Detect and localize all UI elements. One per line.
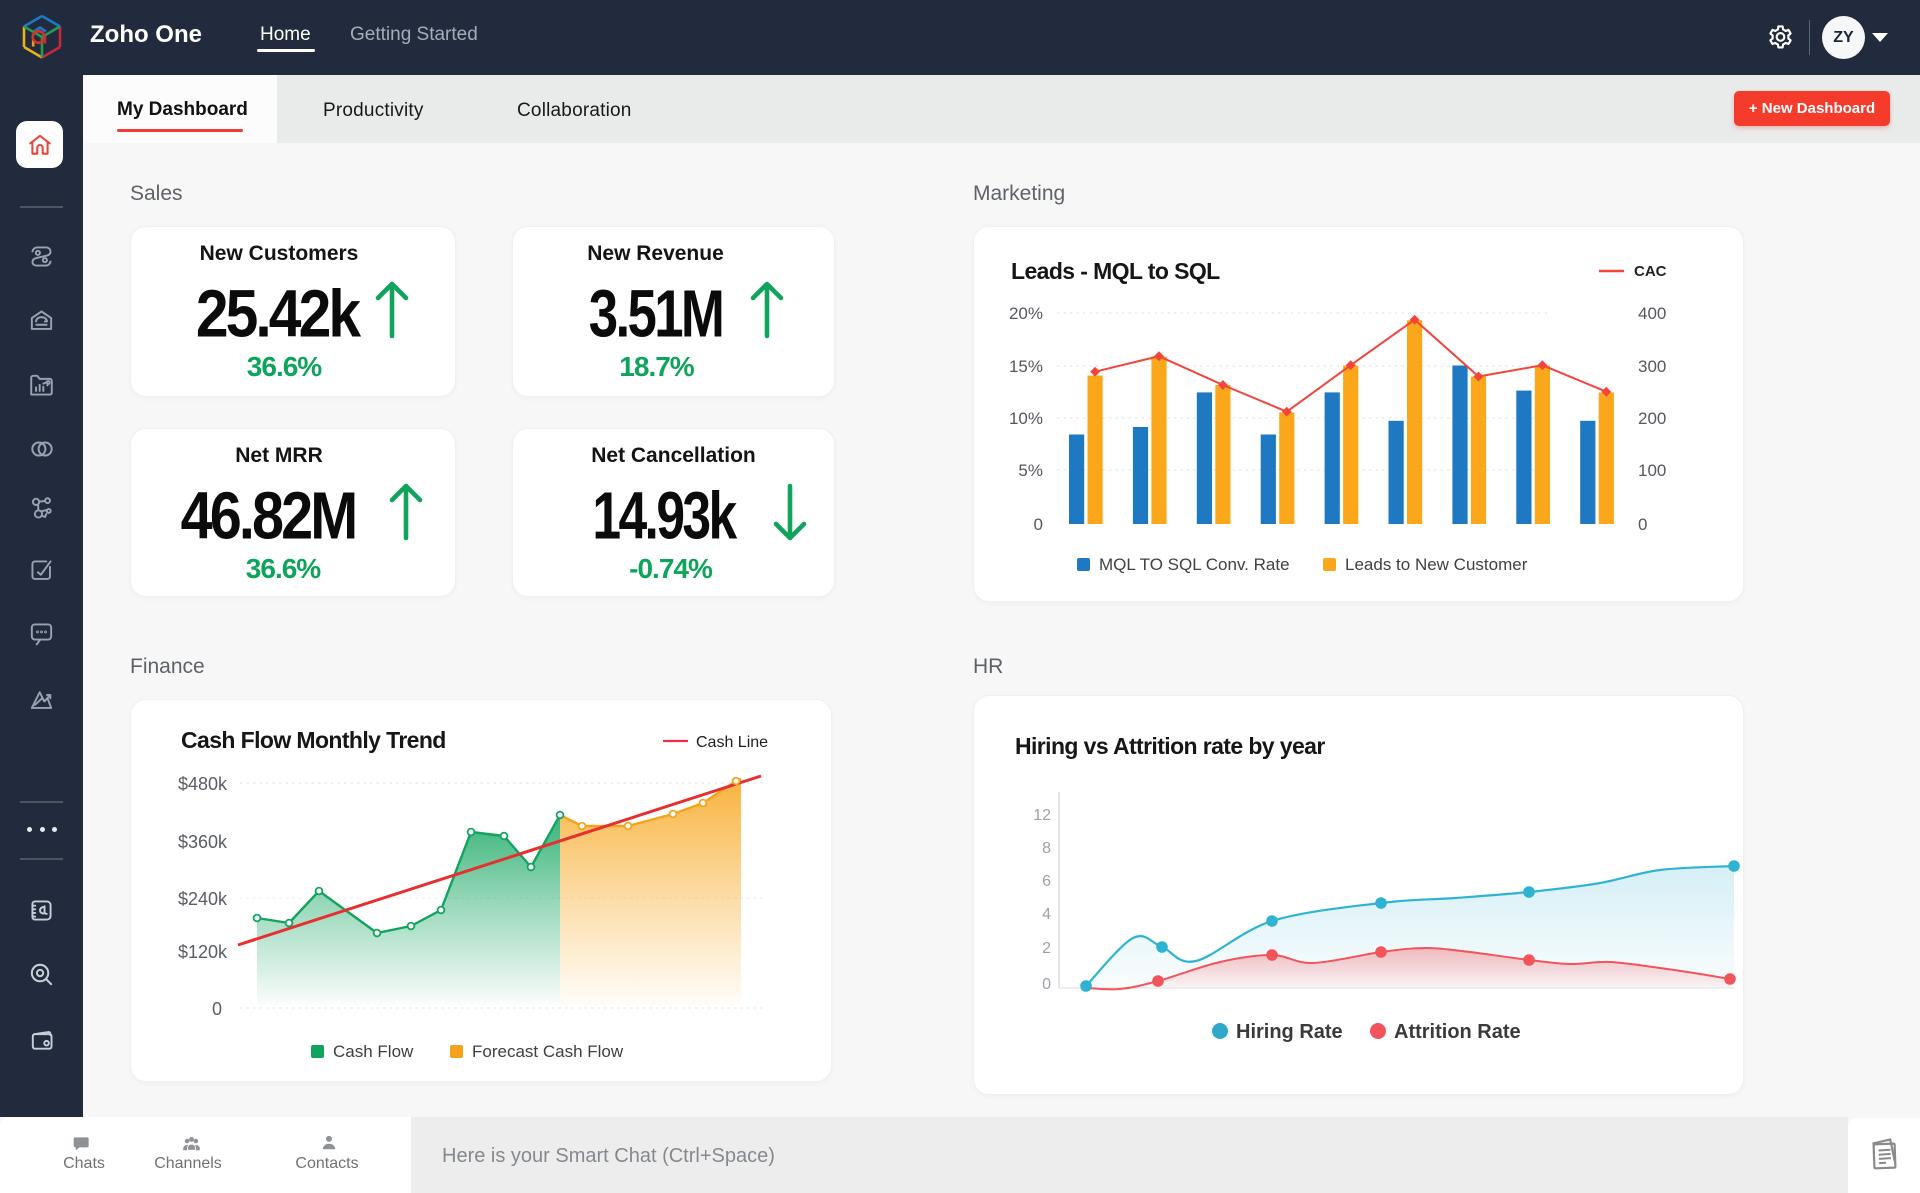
svg-text:0: 0 — [1042, 976, 1051, 993]
svg-text:4: 4 — [1042, 906, 1051, 923]
svg-text:CAC: CAC — [1634, 263, 1667, 280]
svg-text:Forecast Cash Flow: Forecast Cash Flow — [472, 1042, 624, 1061]
svg-text:Cash Flow: Cash Flow — [333, 1042, 414, 1061]
svg-text:Attrition Rate: Attrition Rate — [1394, 1021, 1521, 1043]
svg-text:20%: 20% — [1009, 304, 1043, 323]
svg-text:0: 0 — [1034, 515, 1043, 534]
svg-text:300: 300 — [1638, 357, 1666, 376]
svg-text:6: 6 — [1042, 873, 1051, 890]
svg-text:Cash Line: Cash Line — [696, 734, 768, 751]
svg-text:100: 100 — [1638, 461, 1666, 480]
svg-text:$120k: $120k — [178, 942, 228, 962]
svg-text:Hiring Rate: Hiring Rate — [1236, 1021, 1343, 1043]
svg-text:400: 400 — [1638, 304, 1666, 323]
svg-text:0: 0 — [212, 999, 222, 1019]
svg-text:5%: 5% — [1018, 461, 1043, 480]
svg-text:10%: 10% — [1009, 409, 1043, 428]
svg-text:8: 8 — [1042, 840, 1051, 857]
svg-text:15%: 15% — [1009, 357, 1043, 376]
svg-text:$360k: $360k — [178, 832, 228, 852]
svg-text:MQL TO SQL Conv. Rate: MQL TO SQL Conv. Rate — [1099, 555, 1290, 574]
svg-text:200: 200 — [1638, 409, 1666, 428]
svg-text:0: 0 — [1638, 515, 1647, 534]
svg-text:12: 12 — [1033, 807, 1051, 824]
svg-text:$240k: $240k — [178, 889, 228, 909]
svg-text:$480k: $480k — [178, 774, 228, 794]
svg-text:2: 2 — [1042, 940, 1051, 957]
svg-text:Leads to New Customer: Leads to New Customer — [1345, 555, 1528, 574]
